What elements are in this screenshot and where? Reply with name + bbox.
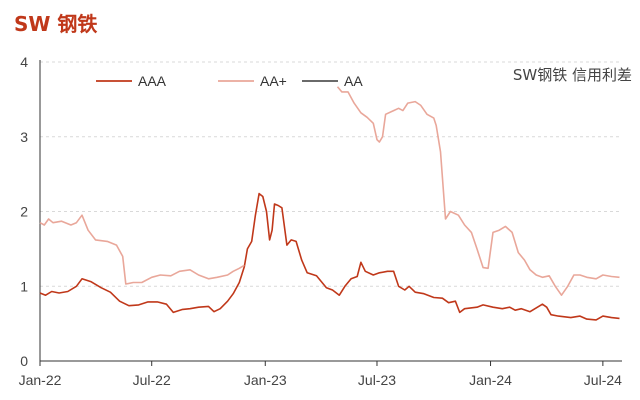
x-tick-label: Jan-22 xyxy=(19,372,62,388)
x-tick-label: Jul-22 xyxy=(133,372,171,388)
y-tick-label: 0 xyxy=(20,353,28,369)
y-tick-label: 1 xyxy=(20,278,28,294)
legend-label: AA+ xyxy=(260,73,287,89)
x-tick-label: Jul-23 xyxy=(358,372,396,388)
y-tick-label: 4 xyxy=(20,54,28,70)
y-tick-label: 3 xyxy=(20,129,28,145)
series-line-aaa xyxy=(39,192,620,321)
chart-title: SW 钢铁 xyxy=(14,12,98,36)
x-tick-label: Jan-24 xyxy=(469,372,512,388)
series-line-aaplus xyxy=(39,86,620,296)
y-tick-label: 2 xyxy=(20,204,28,220)
x-tick-label: Jul-24 xyxy=(584,372,622,388)
x-tick-label: Jan-23 xyxy=(244,372,287,388)
legend-label: AAA xyxy=(138,73,167,89)
legend-label: AA xyxy=(344,73,363,89)
chart-subtitle: SW钢铁 信用利差 xyxy=(513,66,632,84)
